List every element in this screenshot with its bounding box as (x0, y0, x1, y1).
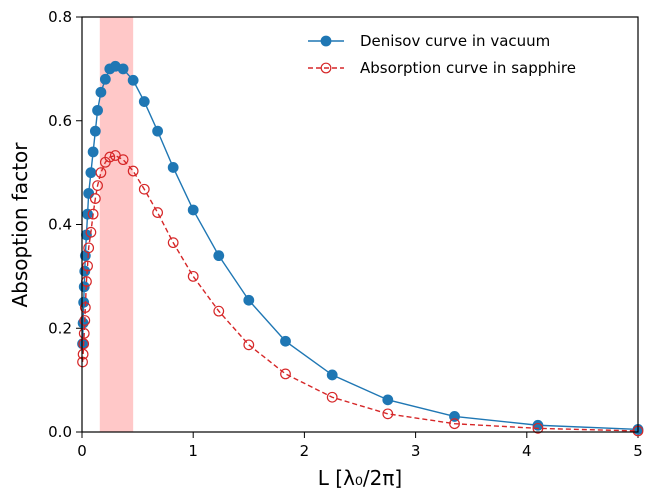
data-point (104, 151, 116, 163)
data-point (117, 154, 129, 166)
data-point (127, 165, 139, 177)
data-point (127, 74, 139, 86)
data-point (87, 146, 99, 158)
data-point (92, 104, 103, 116)
data-point (138, 183, 150, 195)
data-point (85, 167, 97, 179)
x-tick-label: 5 (633, 442, 643, 460)
data-point (83, 187, 95, 199)
data-point (85, 226, 97, 238)
series-line (81, 65, 639, 431)
data-point (82, 208, 93, 220)
data-point (79, 315, 91, 326)
data-point (449, 411, 460, 422)
data-point (382, 394, 394, 406)
data-point (99, 73, 111, 85)
data-point (89, 125, 101, 137)
data-point (78, 338, 90, 350)
y-tick-label: 0.2 (48, 319, 72, 337)
x-tick-label: 0 (77, 442, 87, 460)
plot-frame (81, 16, 639, 433)
y-tick-label: 0.8 (48, 8, 72, 26)
highlight-span (99, 17, 134, 432)
x-tick-label: 2 (300, 442, 310, 460)
data-point (187, 270, 199, 282)
x-tick-label: 4 (522, 442, 532, 460)
data-point (152, 207, 164, 218)
data-point (243, 339, 255, 351)
legend-marker (320, 35, 332, 47)
y-tick-label: 0.4 (48, 216, 72, 234)
y-axis-label: Absoption factor (8, 142, 32, 308)
data-point (87, 208, 99, 220)
data-point (280, 368, 291, 380)
y-tick-label: 0.0 (48, 423, 72, 441)
data-point (243, 294, 255, 306)
data-point (117, 63, 129, 75)
y-tick-label: 0.6 (48, 112, 72, 130)
legend-label: Denisov curve in vacuum (360, 32, 550, 50)
data-point (449, 418, 460, 430)
data-point (187, 204, 199, 216)
series-line (81, 154, 639, 432)
data-point (280, 335, 291, 347)
data-point (89, 193, 101, 204)
data-point (95, 86, 107, 98)
data-point (213, 305, 225, 317)
data-point (92, 180, 103, 191)
data-point (167, 237, 179, 249)
data-point (83, 242, 95, 254)
data-point (95, 167, 107, 179)
data-point (152, 125, 164, 137)
data-point (138, 96, 150, 107)
data-point (79, 302, 91, 313)
legend-label: Absorption curve in sapphire (360, 59, 576, 77)
data-point (213, 250, 225, 262)
x-tick-label: 1 (188, 442, 198, 460)
data-point (382, 408, 394, 420)
data-point (326, 391, 338, 403)
data-point (326, 369, 338, 381)
data-point (77, 348, 89, 360)
data-point (82, 260, 93, 272)
x-tick-label: 3 (411, 442, 421, 460)
data-point (167, 162, 179, 173)
data-point (532, 422, 544, 434)
x-axis-label: L [λ₀/2π] (318, 466, 402, 490)
legend-marker (320, 62, 332, 74)
data-point (78, 328, 90, 339)
